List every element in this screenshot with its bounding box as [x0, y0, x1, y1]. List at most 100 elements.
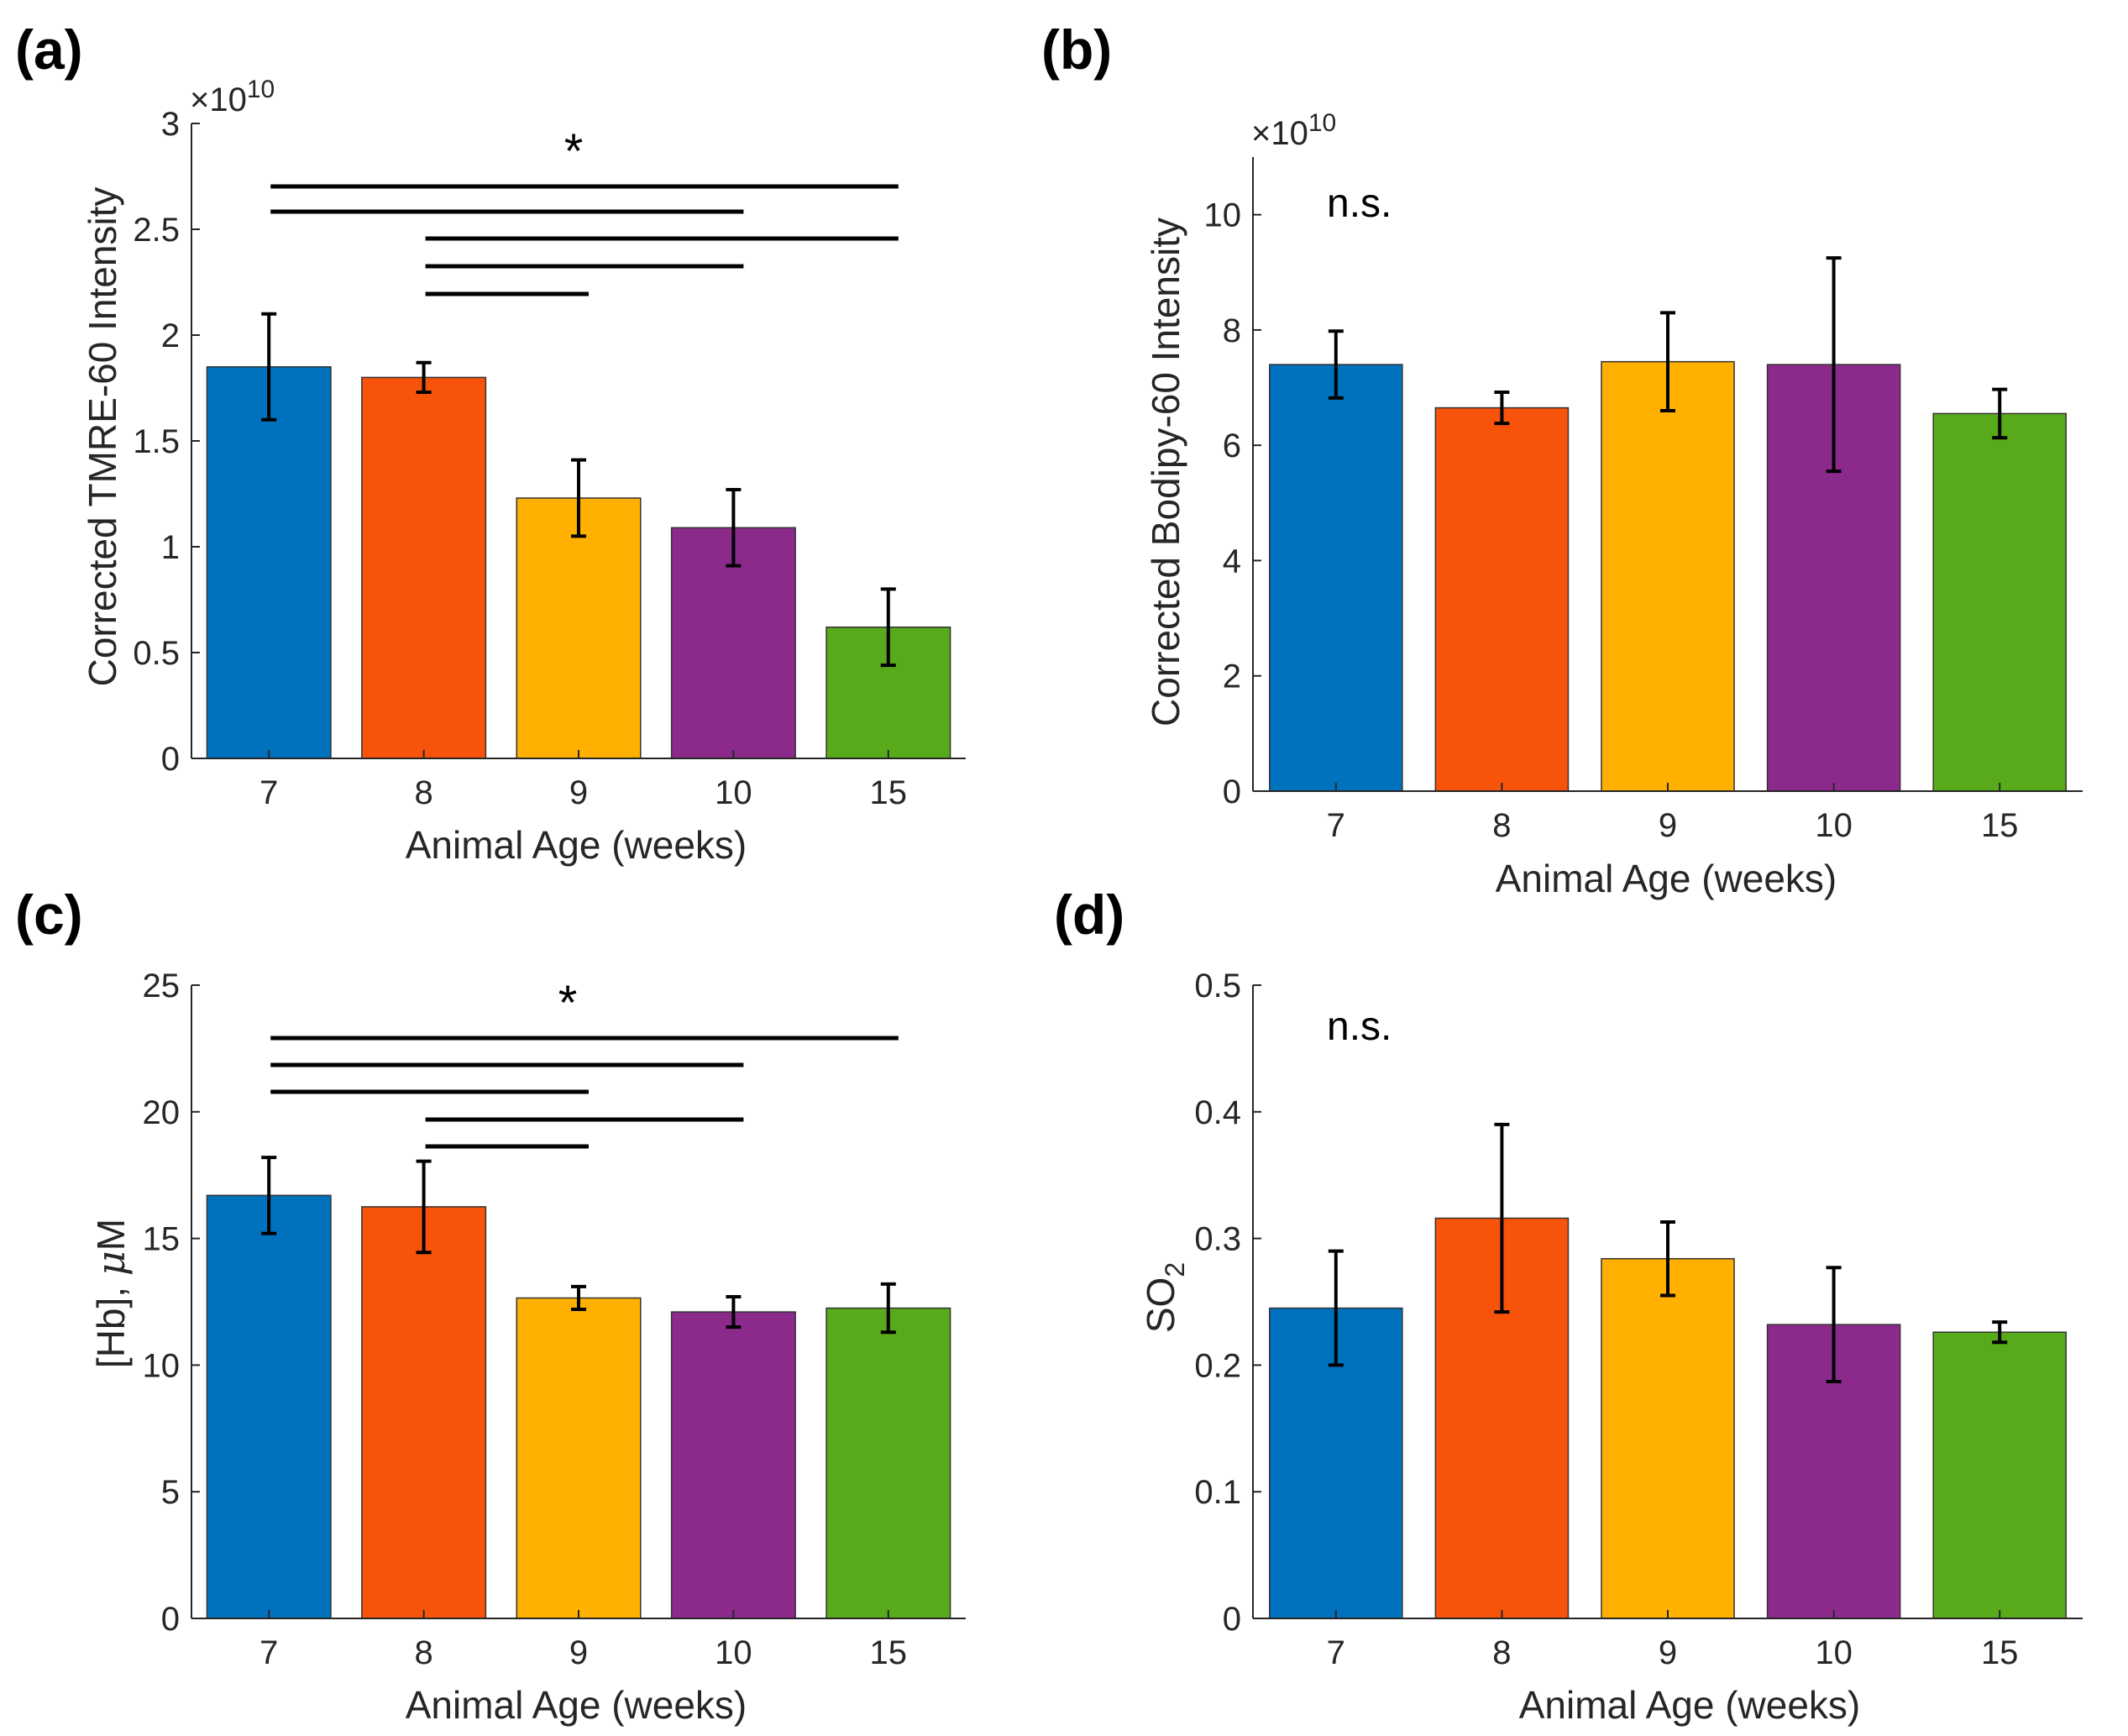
error-bar-d-7: [1328, 1249, 1344, 1367]
y-tick-label-a: 0: [161, 741, 180, 778]
x-tick-label-d: 8: [1492, 1634, 1511, 1671]
error-bar-d-15: [1992, 1320, 2008, 1345]
x-axis-label-c: Animal Age (weeks): [406, 1683, 747, 1727]
exponent-power-b: 10: [1308, 109, 1336, 137]
x-tick-label-a: 10: [715, 774, 752, 811]
bar-b-8: [1434, 406, 1570, 792]
significance-star-a: *: [564, 124, 584, 179]
x-tick-label-a: 9: [569, 774, 588, 811]
y-tick-label-a: 3: [161, 106, 180, 143]
bar-b-15: [1932, 412, 2067, 792]
error-bar-d-10: [1826, 1266, 1842, 1384]
x-tick-label-b: 15: [1981, 807, 2019, 844]
y-axis-label-d-sub: 2: [1160, 1262, 1190, 1277]
y-tick-label-d: 0.2: [1194, 1347, 1241, 1384]
error-bar-c-15: [880, 1282, 896, 1335]
y-tick-label-d: 0.5: [1194, 968, 1241, 1004]
exponent-base-b: ×10: [1251, 115, 1308, 152]
error-bar-a-15: [880, 587, 896, 668]
error-bar-c-10: [726, 1294, 742, 1330]
bar-b-7: [1269, 364, 1403, 792]
x-axis-label-d: Animal Age (weeks): [1519, 1683, 1861, 1727]
x-tick-label-b: 10: [1815, 807, 1853, 844]
y-tick-label-c: 10: [143, 1347, 181, 1384]
bar-c-15: [826, 1307, 951, 1619]
bar-d-9: [1601, 1257, 1735, 1619]
y-axis-label-d-main: SO: [1139, 1277, 1182, 1333]
error-bar-c-7: [261, 1156, 277, 1235]
y-tick-label-a: 2.5: [133, 212, 180, 249]
bar-d-15: [1932, 1331, 2067, 1619]
chart-panel-b: Corrected Bodipy-60 Intensity Animal Age…: [1144, 109, 2083, 900]
chart-panel-a: Corrected TMRE-60 Intensity Animal Age (…: [81, 76, 966, 867]
y-tick-label-c: 5: [161, 1474, 180, 1511]
error-bar-a-10: [726, 487, 742, 568]
panel-label-b: (b): [1041, 18, 1112, 81]
y-tick-label-b: 4: [1223, 543, 1241, 580]
y-tick-label-c: 0: [161, 1601, 180, 1638]
error-bar-b-7: [1328, 329, 1344, 400]
bar-c-9: [516, 1297, 642, 1619]
x-tick-label-a: 8: [414, 774, 432, 811]
y-axis-label-b: Corrected Bodipy-60 Intensity: [1144, 218, 1187, 726]
y-axis-label-c-main: [Hb],: [89, 1276, 133, 1368]
error-bar-b-8: [1494, 391, 1510, 426]
y-tick-label-d: 0.1: [1194, 1474, 1241, 1511]
x-axis-label-a: Animal Age (weeks): [406, 823, 747, 867]
y-tick-label-b: 8: [1223, 312, 1241, 349]
x-tick-label-c: 15: [870, 1634, 908, 1671]
x-tick-label-d: 9: [1659, 1634, 1677, 1671]
error-bar-d-8: [1494, 1122, 1510, 1314]
bar-a-8: [361, 376, 487, 759]
y-axis-label-c-unit: M: [89, 1219, 133, 1251]
y-tick-label-a: 1: [161, 529, 180, 566]
bar-c-10: [670, 1311, 796, 1619]
x-axis-label-b: Animal Age (weeks): [1496, 857, 1837, 900]
y-tick-label-d: 0: [1223, 1601, 1241, 1638]
x-tick-label-a: 7: [259, 774, 278, 811]
bar-c-8: [361, 1206, 487, 1619]
bar-c-7: [206, 1194, 332, 1619]
error-bar-c-8: [416, 1159, 432, 1255]
y-axis-label-d: SO2: [1139, 1262, 1190, 1333]
x-tick-label-d: 15: [1981, 1634, 2019, 1671]
panel-label-a: (a): [15, 18, 83, 81]
panel-label-d: (d): [1054, 884, 1124, 946]
x-tick-label-c: 9: [569, 1634, 588, 1671]
significance-star-c: *: [558, 976, 578, 1031]
bar-a-7: [206, 366, 332, 759]
panel-label-c: (c): [15, 884, 83, 946]
y-tick-label-a: 1.5: [133, 423, 180, 460]
y-tick-label-b: 0: [1223, 774, 1241, 810]
x-tick-label-c: 8: [414, 1634, 432, 1671]
x-tick-label-c: 10: [715, 1634, 752, 1671]
error-bar-b-10: [1826, 256, 1842, 474]
error-bar-a-7: [261, 312, 277, 422]
y-tick-label-a: 2: [161, 317, 180, 354]
y-axis-label-a: Corrected TMRE-60 Intensity: [81, 187, 124, 687]
exponent-base-a: ×10: [190, 81, 247, 118]
x-tick-label-b: 7: [1327, 807, 1345, 844]
x-tick-label-b: 8: [1492, 807, 1511, 844]
y-axis-label-c-greek: μ: [88, 1251, 134, 1276]
y-tick-label-b: 6: [1223, 427, 1241, 464]
y-tick-label-b: 2: [1223, 658, 1241, 695]
chart-panel-c: [Hb], μM Animal Age (weeks) * 0 5 10 15 20 25…: [88, 968, 966, 1727]
error-bar-a-8: [416, 360, 432, 395]
x-tick-label-c: 7: [259, 1634, 278, 1671]
bar-b-9: [1601, 360, 1735, 792]
y-tick-label-c: 15: [143, 1221, 181, 1258]
ns-annotation-b: n.s.: [1327, 181, 1392, 226]
error-bar-d-9: [1660, 1219, 1675, 1298]
x-tick-label-d: 10: [1815, 1634, 1853, 1671]
x-tick-label-b: 9: [1659, 807, 1677, 844]
error-bar-c-9: [571, 1284, 586, 1312]
y-tick-label-c: 25: [143, 968, 181, 1004]
exponent-label-a: ×1010: [190, 76, 275, 118]
y-axis-label-c: [Hb], μM: [88, 1219, 134, 1368]
error-bar-b-15: [1992, 387, 2008, 440]
x-tick-label-a: 15: [870, 774, 908, 811]
x-tick-label-d: 7: [1327, 1634, 1345, 1671]
y-tick-label-c: 20: [143, 1094, 181, 1131]
